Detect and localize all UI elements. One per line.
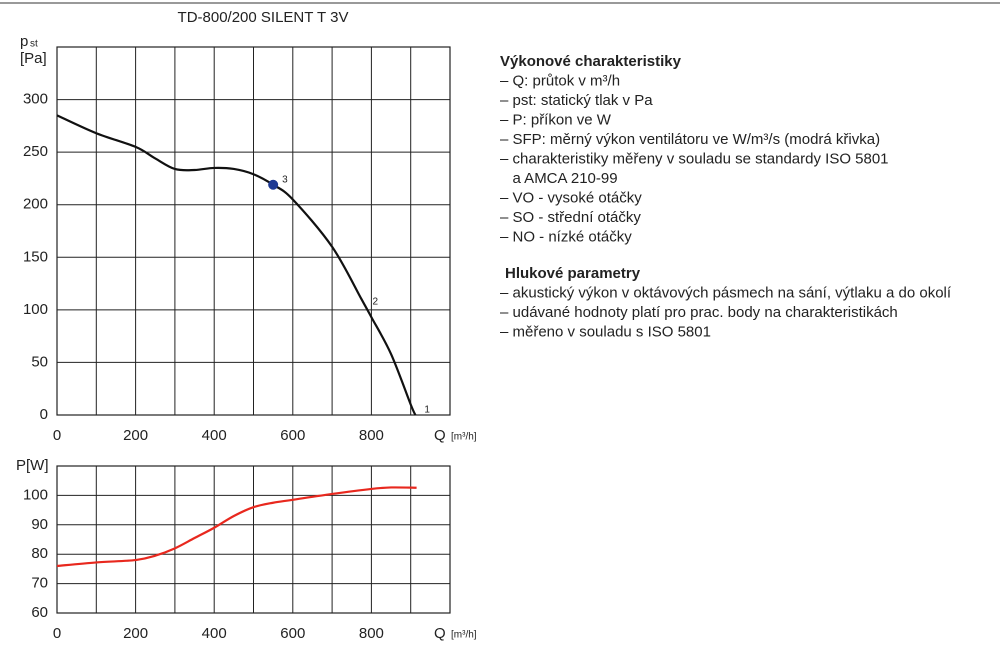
y-tick-label: 60 bbox=[31, 604, 48, 621]
x-axis-label: Q bbox=[434, 427, 446, 444]
x-axis-unit: [m³/h] bbox=[451, 432, 477, 443]
x-axis-label: Q bbox=[434, 625, 446, 642]
y-tick-label: 80 bbox=[31, 545, 48, 562]
y-tick-label: 100 bbox=[23, 301, 48, 318]
y-axis-label: p bbox=[20, 33, 28, 50]
y-axis-unit: [Pa] bbox=[20, 50, 47, 67]
notes-item: – SFP: měrný výkon ventilátoru ve W/m³/s… bbox=[500, 131, 880, 148]
notes-item: – akustický výkon v oktávových pásmech n… bbox=[500, 284, 952, 301]
x-tick-label: 400 bbox=[202, 427, 227, 444]
plot-frame bbox=[56, 465, 451, 614]
point-label: 1 bbox=[424, 405, 430, 416]
x-tick-label: 0 bbox=[53, 625, 61, 642]
chart-title: TD-800/200 SILENT T 3V bbox=[178, 9, 349, 26]
y-tick-label: 150 bbox=[23, 248, 48, 265]
curve bbox=[56, 114, 417, 416]
x-tick-label: 800 bbox=[359, 427, 384, 444]
notes-item: – udávané hodnoty platí pro prac. body n… bbox=[500, 304, 898, 321]
y-tick-label: 90 bbox=[31, 516, 48, 533]
x-axis-unit: [m³/h] bbox=[451, 630, 477, 641]
plot-frame bbox=[56, 46, 451, 416]
x-tick-label: 0 bbox=[53, 427, 61, 444]
notes-heading: Výkonové charakteristiky bbox=[500, 53, 682, 70]
y-axis-label: P[W] bbox=[16, 457, 49, 474]
y-tick-label: 0 bbox=[40, 406, 48, 423]
notes-item: – P: příkon ve W bbox=[500, 111, 612, 128]
y-axis-label-sub: st bbox=[30, 39, 38, 50]
y-tick-label: 70 bbox=[31, 575, 48, 592]
notes-item: – Q: průtok v m³/h bbox=[500, 72, 620, 89]
y-tick-label: 100 bbox=[23, 486, 48, 503]
notes-item: – VO - vysoké otáčky bbox=[500, 189, 642, 206]
notes-heading: Hlukové parametry bbox=[505, 265, 641, 282]
x-tick-label: 200 bbox=[123, 625, 148, 642]
y-tick-label: 200 bbox=[23, 196, 48, 213]
x-tick-label: 200 bbox=[123, 427, 148, 444]
notes-item: – pst: statický tlak v Pa bbox=[500, 92, 653, 109]
notes-item: – charakteristiky měřeny v souladu se st… bbox=[500, 150, 889, 167]
notes-item: – NO - nízké otáčky bbox=[500, 228, 632, 245]
y-tick-label: 250 bbox=[23, 143, 48, 160]
x-tick-label: 600 bbox=[280, 427, 305, 444]
point-label: 3 bbox=[282, 174, 288, 185]
x-tick-label: 400 bbox=[202, 625, 227, 642]
operating-point bbox=[268, 179, 279, 190]
y-tick-label: 300 bbox=[23, 91, 48, 108]
x-tick-label: 600 bbox=[280, 625, 305, 642]
x-tick-label: 800 bbox=[359, 625, 384, 642]
notes-item: – měřeno v souladu s ISO 5801 bbox=[500, 323, 711, 340]
notes-item: a AMCA 210-99 bbox=[500, 170, 618, 187]
curve bbox=[56, 486, 417, 568]
y-tick-label: 50 bbox=[31, 353, 48, 370]
notes-item: – SO - střední otáčky bbox=[500, 209, 641, 226]
point-label: 2 bbox=[373, 296, 379, 307]
